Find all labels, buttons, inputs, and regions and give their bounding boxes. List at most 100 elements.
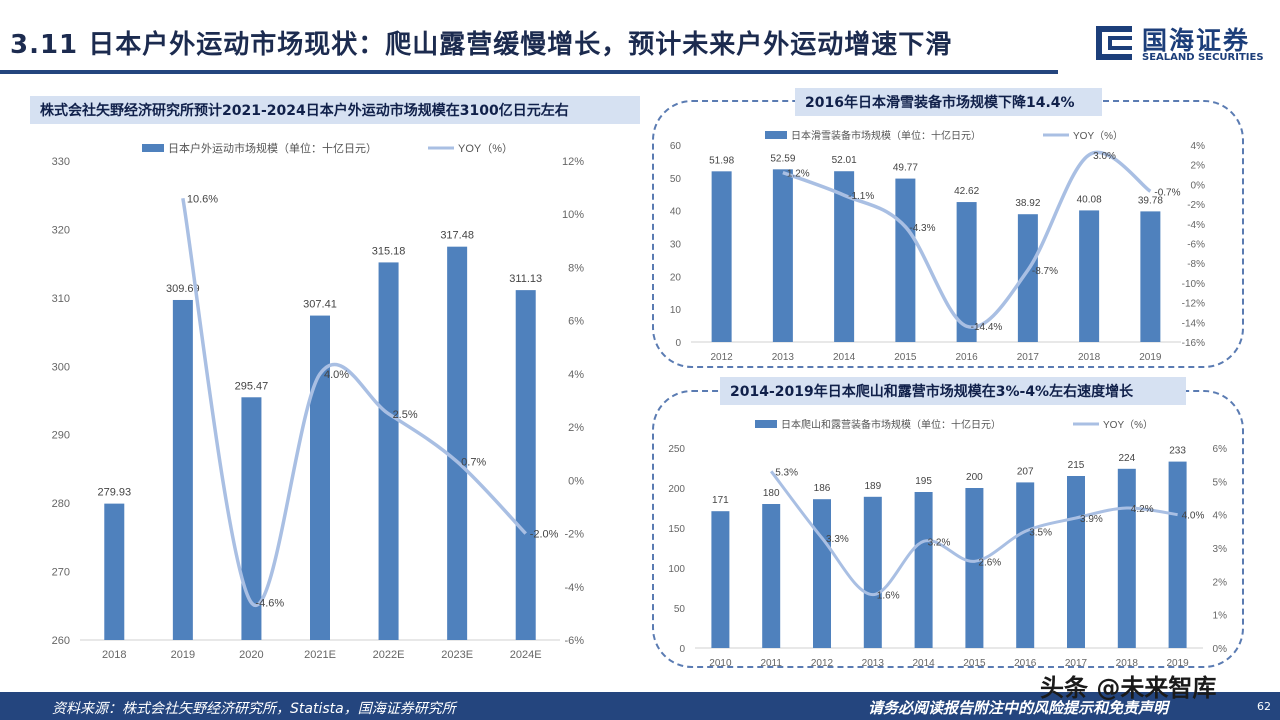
chart2-ski-market: 日本滑雪装备市场规模（单位：十亿日元） YOY（%） 60 50 40 30 20 10 0 4%…	[670, 129, 1206, 363]
y-axis-tick: 290	[52, 430, 70, 442]
x-axis-tick: 2022E	[373, 649, 405, 661]
bar-value-label: 317.48	[440, 230, 474, 242]
bar	[711, 511, 730, 648]
x-axis-tick: 2013	[772, 352, 795, 363]
bar-value-label: 307.41	[303, 299, 337, 311]
x-axis-tick: 2017	[1065, 658, 1088, 669]
bar	[310, 315, 330, 640]
y2-axis-tick: 4%	[1191, 141, 1206, 152]
legend-bar-label: 日本爬山和露营装备市场规模（单位：十亿日元）	[781, 418, 1001, 431]
yoy-point-label: 4.0%	[324, 369, 349, 381]
page-number: 62	[1257, 700, 1271, 713]
bar-value-label: 52.59	[770, 153, 795, 164]
yoy-point-label: 3.5%	[1029, 527, 1052, 538]
y2-axis-tick: 5%	[1213, 477, 1228, 488]
bar	[863, 496, 882, 648]
x-axis-tick: 2024E	[510, 649, 542, 661]
bar-value-label: 51.98	[709, 155, 734, 166]
x-axis-tick: 2023E	[441, 649, 473, 661]
y-axis-tick: 20	[670, 272, 682, 283]
bar	[895, 178, 916, 342]
y2-axis-tick: 2%	[568, 422, 584, 434]
yoy-point-label: -0.7%	[1154, 187, 1180, 198]
watermark: 头条 @未来智库	[1040, 674, 1217, 702]
title-divider	[0, 70, 1058, 74]
bar-value-label: 207	[1017, 466, 1034, 477]
yoy-point-label: 5.3%	[775, 467, 798, 478]
yoy-point-label: -4.3%	[909, 223, 935, 234]
y2-axis-tick: 6%	[568, 316, 584, 328]
bar-value-label: 42.62	[954, 186, 979, 197]
y-axis-tick: 150	[668, 524, 685, 535]
x-axis-tick: 2016	[956, 352, 979, 363]
bar-value-label: 233	[1169, 446, 1186, 457]
bar-value-label: 279.93	[97, 487, 131, 499]
bar-value-label: 224	[1118, 453, 1135, 464]
footer-bar	[0, 692, 1280, 720]
bar-value-label: 186	[814, 483, 831, 494]
y-axis-tick: 270	[52, 567, 70, 579]
bar	[1017, 214, 1038, 342]
x-axis-tick: 2014	[833, 352, 856, 363]
y2-axis-tick: 12%	[562, 156, 584, 168]
x-axis-tick: 2019	[171, 649, 195, 661]
bar	[172, 299, 193, 640]
y2-axis-tick: -2%	[564, 529, 584, 541]
yoy-point-label: 3.0%	[1093, 151, 1116, 162]
footer-disclaimer: 请务必阅读报告附注中的风险提示和免责声明	[868, 699, 1169, 717]
yoy-point-label: 3.3%	[826, 534, 849, 545]
x-axis-tick: 2018	[1116, 658, 1139, 669]
bar	[378, 262, 399, 640]
x-axis-tick: 2015	[963, 658, 986, 669]
bar	[1067, 476, 1085, 648]
bar-value-label: 311.13	[509, 273, 542, 285]
x-axis-tick: 2019	[1166, 658, 1189, 669]
y2-axis-tick: -10%	[1182, 279, 1205, 290]
bar-value-label: 180	[763, 488, 780, 499]
yoy-point-label: -4.6%	[255, 598, 284, 610]
y2-axis-tick: 0%	[568, 475, 584, 487]
y2-axis-tick: -2%	[1187, 200, 1205, 211]
yoy-point-label: 2.5%	[393, 409, 418, 421]
bar	[965, 488, 984, 648]
page-title: 3.11 日本户外运动市场现状：爬山露营缓慢增长，预计未来户外运动增速下滑	[10, 30, 953, 60]
yoy-point-label: 1.2%	[787, 169, 810, 180]
legend-bar-swatch	[142, 144, 164, 152]
yoy-point-label: 2.6%	[978, 557, 1001, 568]
yoy-point-label: 3.9%	[1080, 514, 1103, 525]
yoy-point-label: 4.0%	[1182, 511, 1205, 522]
bar	[515, 290, 536, 640]
x-axis-tick: 2021E	[304, 649, 336, 661]
bar	[762, 504, 781, 648]
x-axis-tick: 2012	[811, 658, 834, 669]
bar	[1168, 461, 1187, 648]
bar-value-label: 295.47	[235, 380, 269, 392]
y2-axis-tick: 4%	[1213, 511, 1228, 522]
x-axis-tick: 2018	[102, 649, 126, 661]
legend-bar-label: 日本滑雪装备市场规模（单位：十亿日元）	[791, 129, 981, 142]
y-axis-tick: 60	[670, 141, 682, 152]
y-axis-tick: 50	[674, 604, 686, 615]
y2-axis-tick: 2%	[1191, 161, 1206, 172]
bar	[241, 397, 262, 640]
yoy-point-label: -14.4%	[971, 322, 1003, 333]
y-axis-tick: 40	[670, 207, 682, 218]
bar	[914, 492, 933, 648]
x-axis-tick: 2014	[912, 658, 935, 669]
bar-value-label: 52.01	[832, 155, 857, 166]
bar	[447, 246, 468, 640]
legend-bar-label: 日本户外运动市场规模（单位：十亿日元）	[168, 141, 377, 155]
bar-value-label: 309.69	[166, 283, 200, 295]
bar	[813, 499, 831, 648]
yoy-point-label: -8.7%	[1032, 266, 1058, 277]
y-axis-tick: 320	[52, 224, 70, 236]
y-axis-tick: 0	[675, 338, 681, 349]
x-axis-tick: 2018	[1078, 352, 1101, 363]
bar	[834, 171, 855, 342]
chart2-title: 2016年日本滑雪装备市场规模下降14.4%	[795, 88, 1102, 116]
x-axis-tick: 2016	[1014, 658, 1037, 669]
chart1-title: 株式会社矢野经济研究所预计2021-2024日本户外运动市场规模在3100亿日元…	[30, 96, 640, 124]
bar-value-label: 215	[1068, 460, 1085, 471]
y2-axis-tick: 8%	[568, 262, 584, 274]
y-axis-tick: 0	[679, 644, 685, 655]
